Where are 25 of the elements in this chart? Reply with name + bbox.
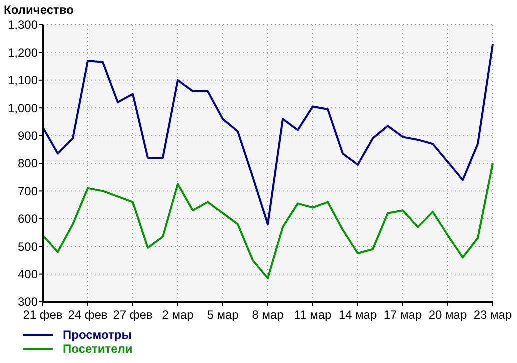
legend-label: Просмотры — [63, 328, 132, 342]
y-tick-label: 1,100 — [8, 74, 38, 88]
y-tick-label: 1,000 — [8, 101, 38, 116]
y-tick-label: 400 — [18, 268, 38, 282]
x-tick-label: 24 фев — [68, 308, 108, 322]
x-tick-label: 21 фев — [23, 308, 63, 322]
y-tick-label: 300 — [18, 295, 38, 310]
x-tick-label: 11 мар — [294, 308, 332, 322]
y-tick-label: 800 — [18, 156, 38, 171]
y-tick-label: 700 — [18, 184, 38, 198]
x-tick-label: 27 фев — [113, 308, 153, 322]
x-tick-label: 8 мар — [252, 308, 284, 322]
y-axis-title: Количество — [4, 3, 74, 17]
x-tick-label: 2 мар — [162, 308, 194, 322]
y-tick-label: 900 — [18, 129, 38, 143]
y-tick-label: 600 — [18, 212, 38, 226]
x-tick-label: 20 мар — [428, 308, 468, 322]
legend-label: Посетители — [63, 342, 133, 356]
x-tick-label: 14 мар — [338, 308, 378, 322]
x-tick-label: 17 мар — [384, 308, 422, 322]
y-tick-label: 500 — [18, 240, 38, 254]
y-tick-label: 1,300 — [8, 18, 38, 32]
y-tick-label: 1,200 — [8, 46, 38, 60]
x-tick-label: 5 мар — [207, 308, 240, 322]
x-tick-label: 23 мар — [474, 308, 512, 322]
